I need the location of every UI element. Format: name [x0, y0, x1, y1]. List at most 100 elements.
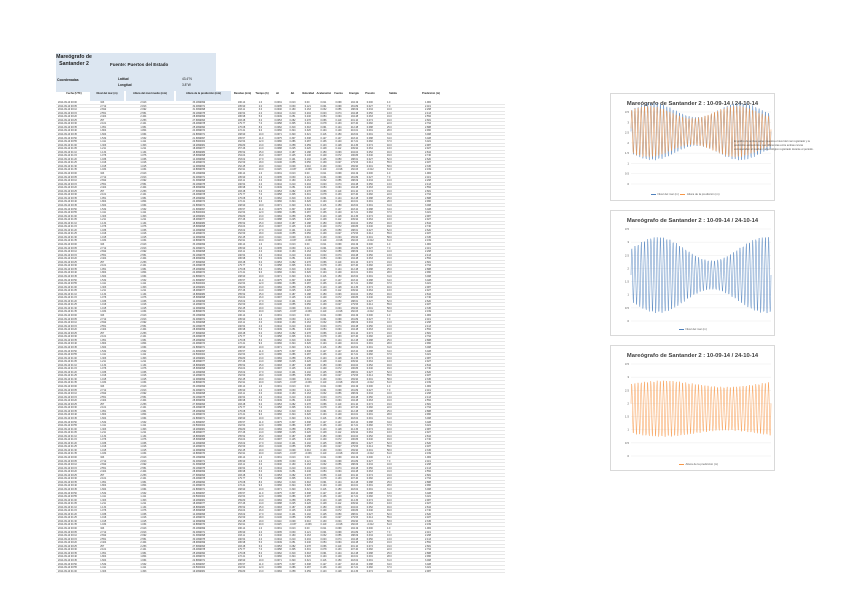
table-cell: 194.48	[350, 328, 359, 332]
table-cell: 1.664	[140, 416, 147, 420]
table-cell: 49.0	[387, 367, 392, 371]
table-cell: 32.4999971	[192, 459, 206, 463]
table-cell: 0.146	[304, 438, 311, 442]
table-cell: 49.0	[387, 154, 392, 158]
table-cell: 0.0058	[274, 264, 282, 268]
table-cell: 2.551	[140, 111, 147, 115]
table-cell: 0.145	[320, 441, 327, 445]
table-cell: 19.0	[387, 331, 392, 335]
table-cell: 0.210	[289, 324, 296, 328]
table-cell: 25.2999990	[192, 125, 206, 129]
table-cell: 16.0	[258, 154, 264, 158]
table-cell: 2014-09-10 01:15	[58, 367, 77, 371]
table-cell: 212.48	[350, 480, 359, 484]
table-cell: 2014-09-10 00:20	[58, 328, 77, 332]
table-cell: 2.794	[425, 193, 431, 197]
table-cell: 1.664	[140, 132, 147, 136]
table-cell: 33.1999999	[192, 172, 206, 175]
table-cell: 153.02	[237, 299, 246, 303]
table-cell: 201.10	[350, 118, 359, 122]
table-cell: 0.074	[366, 402, 373, 406]
legend-swatch	[680, 193, 686, 195]
table-cell: 0.050	[366, 324, 373, 328]
table-row: 2014-09-10 01:25 1.016 1.016 13.2999974 152.…	[56, 161, 505, 165]
table-cell: 2014-09-10 00:15	[58, 324, 77, 328]
table-cell: 0.013	[289, 385, 296, 388]
column-header: Tiempo (h)	[255, 92, 269, 95]
table-cell: 217.21	[350, 353, 359, 357]
table-cell: 165.57	[237, 491, 246, 495]
table-cell: 2.253	[140, 118, 147, 122]
table-cell: 0.0097	[274, 509, 282, 513]
table-cell: 0.0066	[274, 129, 282, 133]
table-cell: 153.02	[237, 512, 246, 516]
table-cell: 2.813	[140, 459, 147, 463]
table-cell: 2014-09-10 00:10	[58, 250, 77, 254]
chart-panel-sea-level[interactable]: Mareógrafo de Santander 2 : 10-09-14 / 2…	[610, 210, 775, 336]
table-cell: 0.001	[366, 235, 373, 239]
table-cell: 1.984	[425, 314, 431, 317]
table-cell: 0.091	[320, 267, 327, 271]
table-cell: 1.134	[140, 292, 147, 296]
table-cell: 28.9999999	[192, 399, 206, 403]
table-cell: 0.326	[304, 413, 311, 417]
table-cell: 0.258	[289, 498, 296, 502]
table-cell: 2.268	[425, 321, 431, 325]
table-cell: 0.226	[304, 147, 311, 151]
table-cell: 4.0	[387, 314, 391, 317]
table-cell: 2.813	[140, 246, 147, 250]
table-cell: 0.0053	[274, 544, 282, 548]
table-cell: 0.286	[289, 140, 296, 144]
table-cell: 0.074	[366, 569, 373, 573]
table-cell: 0.319	[289, 267, 296, 271]
table-cell: 194.48	[350, 541, 359, 545]
table-cell: 0.066	[320, 473, 327, 477]
chart-panel-combined[interactable]: Mareógrafo de Santander 2 : 10-09-14 / 2…	[610, 93, 775, 201]
table-cell: 169.90	[350, 448, 359, 452]
table-cell: 2014-09-10 01:15	[58, 225, 77, 229]
column-header: Energía	[349, 92, 359, 95]
table-cell: 0.030	[289, 175, 296, 179]
table-row: 2014-09-10 00:15 2.551 2.551 30.1999975 190.…	[56, 396, 505, 400]
table-cell: 196.14	[237, 101, 246, 104]
table-cell: 26.4999978	[192, 406, 206, 410]
table-cell: 11.0	[258, 562, 264, 566]
table-cell: 1.015	[140, 519, 147, 523]
table-cell: 179.77	[237, 122, 246, 126]
table-cell: 0.188	[304, 150, 311, 154]
table-cell: 2014-09-10 00:55	[58, 424, 77, 428]
table-cell: 0.104	[320, 271, 327, 275]
table-cell: 46.0	[387, 434, 392, 438]
table-cell: 19.0	[387, 118, 392, 122]
table-cell: 31.0	[387, 274, 392, 278]
table-cell: 0.0102	[274, 299, 282, 303]
table-cell: 194.48	[350, 186, 359, 190]
table-cell: 0.286	[289, 566, 296, 570]
table-cell: 0.0080	[274, 353, 282, 357]
table-cell: 0.246	[304, 399, 311, 403]
table-cell: 0.258	[289, 356, 296, 360]
table-cell: 2.345	[425, 377, 431, 381]
column-header: Salida	[389, 92, 397, 95]
table-cell: 1.532	[140, 136, 147, 140]
table-cell: 0.055	[289, 161, 296, 165]
table-cell: 0.145	[320, 512, 327, 516]
chart-panel-prediction[interactable]: Mareógrafo de Santander 2 : 10-09-14 / 2…	[610, 345, 775, 471]
table-cell: 19.0	[258, 448, 264, 452]
table-cell: 2.913	[140, 527, 147, 530]
table-cell: 1.664	[140, 487, 147, 491]
table-cell: 0.072	[335, 438, 342, 442]
table-cell: 162.54	[237, 140, 246, 144]
table-cell: 0.011	[320, 385, 327, 388]
table-cell: 0.121	[304, 175, 311, 179]
table-cell: 0.088	[366, 125, 373, 129]
table-cell: 0.287	[304, 353, 311, 357]
latitude-label: Latitud	[118, 77, 129, 81]
table-cell: 21.6999997	[192, 349, 206, 353]
table-cell: 21.6999997	[192, 491, 206, 495]
table-cell: 0.324	[289, 129, 296, 133]
table-cell: 152.45	[237, 377, 246, 381]
table-cell: 4.0	[387, 172, 391, 175]
table-cell: 0.050	[366, 111, 373, 115]
table-cell: 12.0999999	[192, 519, 206, 523]
